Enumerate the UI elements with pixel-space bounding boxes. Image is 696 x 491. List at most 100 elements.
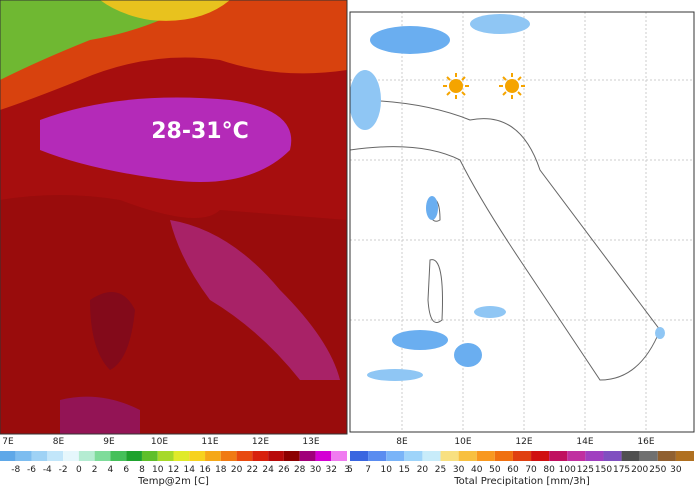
colorbar-swatch [368, 451, 387, 461]
colorbar-label: -4 [43, 465, 52, 475]
colorbar-swatch [331, 451, 347, 461]
colorbar-swatch [110, 451, 127, 461]
colorbar-label: 125 [577, 465, 594, 475]
colorbar-label: 14 [184, 465, 196, 475]
colorbar-label: 28 [294, 465, 306, 475]
longitude-label: 12E [515, 437, 532, 447]
right-frame [349, 11, 695, 433]
colorbar-swatch [458, 451, 477, 461]
colorbar-label: 7 [365, 465, 371, 475]
longitude-label: 8E [396, 437, 408, 447]
longitude-label: 11E [201, 437, 218, 447]
colorbar-swatch [567, 451, 586, 461]
colorbar-swatch [173, 451, 190, 461]
colorbar-swatch [585, 451, 604, 461]
colorbar-label: 18 [215, 465, 227, 475]
colorbar-label: 2 [92, 465, 98, 475]
colorbar-swatch [512, 451, 532, 461]
colorbar-label: 40 [471, 465, 483, 475]
colorbar-label: 10 [380, 465, 392, 475]
colorbar-label: 60 [507, 465, 519, 475]
colorbar-swatch [299, 451, 316, 461]
longitude-label: 8E [53, 437, 65, 447]
colorbar-swatch [268, 451, 284, 461]
colorbar-swatch [47, 451, 64, 461]
colorbar-swatch [531, 451, 550, 461]
colorbar-swatch [78, 451, 95, 461]
colorbar-label: -8 [11, 465, 20, 475]
colorbar-label: 26 [278, 465, 290, 475]
precipitation-map [350, 12, 694, 432]
colorbar-swatch [63, 451, 79, 461]
colorbar-label: 0 [76, 465, 82, 475]
colorbar-label: 30 [453, 465, 465, 475]
colorbar-label: 175 [613, 465, 630, 475]
colorbar-label: 3 [344, 465, 350, 475]
colorbar-label: 25 [435, 465, 446, 475]
longitude-label: 12E [252, 437, 269, 447]
colorbar-label: 20 [417, 465, 429, 475]
colorbar-label: -2 [59, 465, 68, 475]
colorbar-swatch [476, 451, 495, 461]
colorbar-swatch [94, 451, 111, 461]
colorbar-label: 70 [525, 465, 537, 475]
colorbar-swatch [422, 451, 441, 461]
colorbar-label: 15 [399, 465, 410, 475]
colorbar-label: 5 [347, 465, 353, 475]
temperature-map [0, 0, 347, 434]
colorbar-swatch [639, 451, 658, 461]
colorbar-label: 24 [262, 465, 274, 475]
colorbar-label: 250 [649, 465, 666, 475]
longitude-label: 10E [151, 437, 168, 447]
colorbar-label: 100 [559, 465, 576, 475]
colorbar-swatch [621, 451, 640, 461]
colorbar-label: 22 [247, 465, 258, 475]
colorbar-swatch [31, 451, 48, 461]
colorbar-swatch [350, 451, 369, 461]
colorbar-swatch [157, 451, 174, 461]
colorbar-swatch [15, 451, 32, 461]
colorbar-swatch [315, 451, 332, 461]
colorbar-label: -6 [27, 465, 36, 475]
longitude-label: 10E [454, 437, 471, 447]
longitude-label: 7E [2, 437, 14, 447]
colorbar-label: 20 [231, 465, 243, 475]
colorbar-swatch [0, 451, 16, 461]
colorbar-title: Temp@2m [C] [137, 476, 209, 487]
longitude-label: 14E [576, 437, 593, 447]
colorbar-swatch [141, 451, 158, 461]
colorbar-label: 200 [631, 465, 648, 475]
colorbar-swatch [205, 451, 221, 461]
colorbar-swatch [283, 451, 300, 461]
colorbar-swatch [657, 451, 676, 461]
colorbar-swatch [404, 451, 423, 461]
colorbar-swatch [386, 451, 405, 461]
colorbar-swatch [440, 451, 459, 461]
colorbar-swatch [675, 451, 694, 461]
colorbar-swatch [236, 451, 253, 461]
colorbar-label: 8 [139, 465, 145, 475]
colorbar-label: 4 [108, 465, 114, 475]
colorbar-title: Total Precipitation [mm/3h] [453, 476, 590, 487]
colorbar-label: 150 [595, 465, 612, 475]
colorbar-label: 32 [326, 465, 337, 475]
colorbar-swatch [126, 451, 142, 461]
colorbar-swatch [252, 451, 269, 461]
longitude-label: 13E [302, 437, 319, 447]
left-frame [0, 0, 348, 435]
colorbar-label: 80 [543, 465, 555, 475]
temperature-annotation: 28-31°C [151, 119, 249, 144]
colorbar-swatch [549, 451, 568, 461]
colorbar-swatch [220, 451, 237, 461]
colorbar-swatch [189, 451, 206, 461]
longitude-label: 16E [637, 437, 654, 447]
colorbar-label: 16 [199, 465, 211, 475]
colorbar-label: 6 [123, 465, 129, 475]
colorbar-label: 50 [489, 465, 501, 475]
colorbar-label: 30 [670, 465, 682, 475]
colorbar-swatch [494, 451, 513, 461]
colorbar-swatch [603, 451, 622, 461]
colorbar-label: 10 [152, 465, 164, 475]
longitude-label: 9E [103, 437, 115, 447]
